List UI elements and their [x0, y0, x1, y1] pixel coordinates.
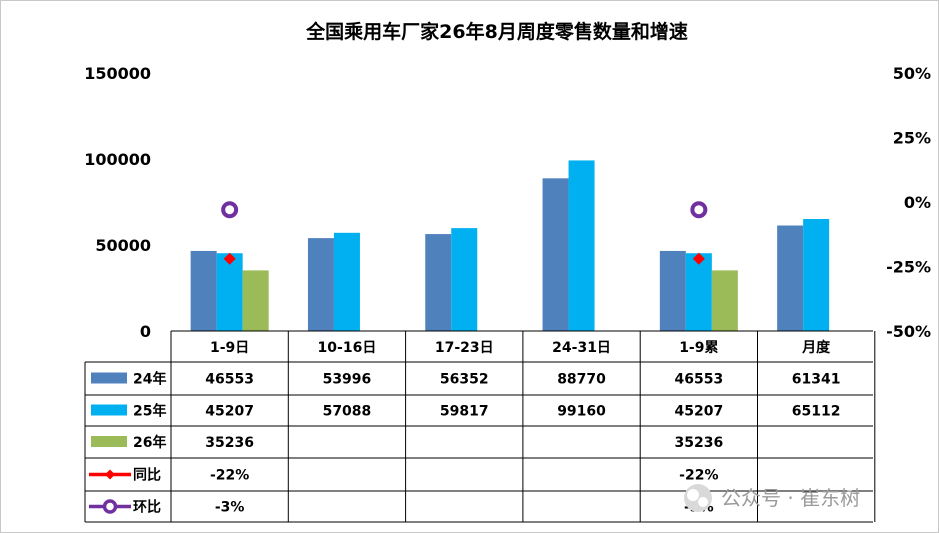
legend-label: 24年 — [133, 371, 166, 388]
y-axis-right: -50% -25% 0% 25% 50% — [886, 64, 931, 341]
category-label: 1-9日 — [210, 340, 249, 356]
watermark-text: 公众号 · 崔东树 — [721, 486, 860, 510]
bar-25年 — [451, 228, 478, 331]
data-cell: 45207 — [205, 404, 254, 420]
bar-series — [190, 160, 830, 331]
data-cell: 46553 — [674, 372, 723, 388]
category-label: 17-23日 — [435, 340, 494, 356]
y-right-tick-label: -50% — [886, 322, 931, 341]
y-left-tick-label: 150000 — [84, 64, 151, 83]
y-left-tick-label: 50000 — [95, 236, 151, 255]
y-axis-left: 0 50000 100000 150000 — [84, 64, 151, 341]
legend-key-25年 — [91, 404, 127, 416]
bar-25年 — [216, 253, 243, 331]
marker-同比 — [692, 252, 705, 265]
bar-24年 — [425, 234, 452, 331]
data-cell: 57088 — [323, 404, 372, 420]
bar-25年 — [568, 160, 595, 331]
bar-24年 — [190, 250, 217, 331]
data-cell: 65112 — [792, 404, 841, 420]
data-cell: 46553 — [205, 372, 254, 388]
data-cell: -3% — [215, 500, 245, 516]
legend-marker-同比 — [105, 469, 115, 480]
legend-key-26年 — [91, 436, 127, 447]
marker-环比 — [690, 201, 708, 219]
legend-label: 25年 — [133, 403, 166, 420]
bar-26年 — [242, 270, 269, 331]
y-left-tick-label: 0 — [140, 322, 151, 341]
bar-25年 — [803, 219, 830, 331]
y-right-tick-label: -25% — [886, 258, 931, 277]
data-cell: 53996 — [323, 372, 372, 388]
legend-marker-环比 — [102, 499, 118, 514]
bar-24年 — [542, 178, 569, 331]
data-cell: 99160 — [557, 404, 606, 420]
wechat-icon-bubble — [698, 497, 708, 507]
data-cell: 61341 — [792, 372, 841, 388]
watermark: 公众号 · 崔东树 — [684, 484, 860, 512]
chart-title: 全国乘用车厂家26年8月周度零售数量和增速 — [305, 20, 688, 43]
legend-label: 同比 — [133, 467, 161, 484]
data-cell: 45207 — [674, 404, 723, 420]
y-right-tick-label: 50% — [893, 64, 931, 83]
category-label: 月度 — [801, 339, 831, 356]
category-label: 24-31日 — [552, 340, 611, 356]
category-label: 1-9累 — [679, 340, 718, 356]
legend-key-24年 — [91, 372, 127, 384]
bar-25年 — [685, 253, 712, 331]
data-cell: 35236 — [674, 435, 723, 451]
marker-环比 — [221, 201, 239, 219]
legend-label: 26年 — [133, 434, 166, 451]
marker-series — [221, 201, 708, 265]
bar-24年 — [777, 225, 804, 331]
y-right-tick-label: 25% — [893, 129, 931, 148]
data-cell: 56352 — [440, 372, 489, 388]
bar-26年 — [711, 270, 738, 331]
marker-同比 — [223, 252, 236, 265]
data-cell: 35236 — [205, 435, 254, 451]
category-label: 10-16日 — [318, 340, 377, 356]
legend-label: 环比 — [133, 499, 161, 516]
y-left-tick-label: 100000 — [84, 150, 151, 169]
data-cell: 59817 — [440, 404, 489, 420]
data-cell: -22% — [679, 468, 718, 484]
bar-24年 — [659, 250, 686, 331]
bar-24年 — [307, 238, 334, 331]
y-right-tick-label: 0% — [904, 193, 931, 212]
data-cell: -22% — [210, 468, 249, 484]
wechat-icon-bubble — [687, 489, 699, 501]
bar-25年 — [333, 232, 360, 331]
data-cell: 88770 — [557, 372, 606, 388]
